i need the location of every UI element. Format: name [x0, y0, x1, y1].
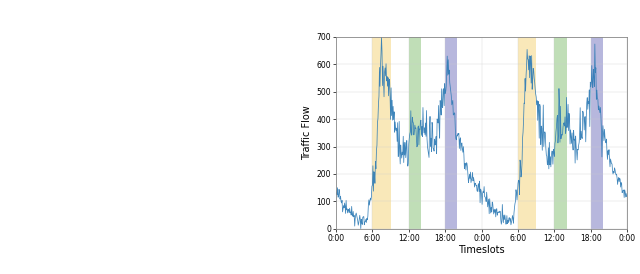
- Bar: [554, 37, 566, 229]
- Bar: [445, 37, 458, 229]
- Bar: [372, 37, 390, 229]
- X-axis label: Timeslots: Timeslots: [458, 246, 505, 255]
- Bar: [409, 37, 421, 229]
- Bar: [591, 37, 603, 229]
- Y-axis label: Traffic Flow: Traffic Flow: [302, 105, 312, 160]
- Bar: [518, 37, 536, 229]
